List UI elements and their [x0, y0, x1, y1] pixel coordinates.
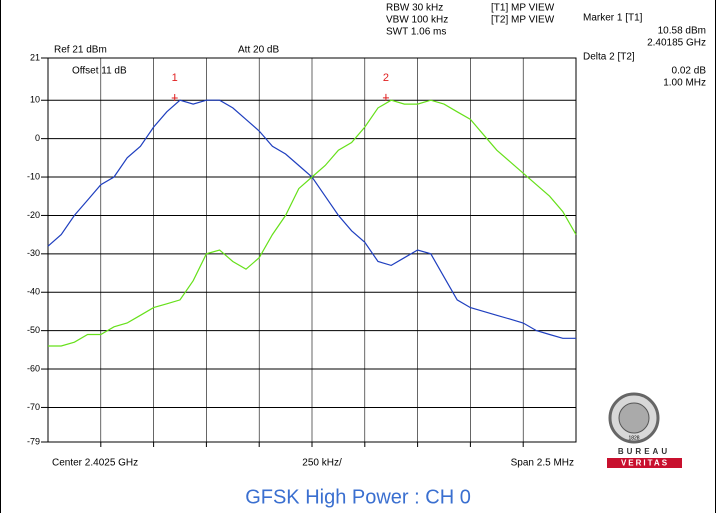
marker — [382, 93, 389, 101]
y-tick-label: -20 — [27, 210, 40, 220]
delta2-freq: 1.00 MHz — [663, 78, 706, 89]
delta2-title: Delta 2 [T2] — [583, 52, 635, 63]
y-tick-label: 0 — [35, 133, 40, 143]
delta2-level: 0.02 dB — [672, 66, 707, 77]
y-tick-label: -60 — [27, 363, 40, 373]
trace1-mode: [T1] MP VIEW — [491, 3, 555, 14]
logo: 1828 BUREAU VERITAS — [607, 392, 682, 468]
y-tick-label: 21 — [30, 52, 40, 62]
vbw: VBW 100 kHz — [386, 15, 448, 26]
caption: GFSK High Power : CH 0 — [245, 486, 471, 508]
span: Span 2.5 MHz — [511, 458, 574, 469]
y-tick-label: -30 — [27, 248, 40, 258]
div-freq: 250 kHz/ — [302, 458, 342, 469]
swt: SWT 1.06 ms — [386, 27, 446, 38]
logo-bottom: VERITAS — [621, 459, 669, 468]
attenuation: Att 20 dB — [238, 45, 279, 56]
marker1-level: 10.58 dBm — [658, 26, 706, 37]
marker — [171, 94, 178, 102]
marker1-title: Marker 1 [T1] — [583, 13, 643, 24]
logo-band — [607, 458, 682, 468]
y-tick-label: 10 — [30, 95, 40, 105]
y-tick-label: -79 — [27, 436, 40, 446]
logo-top: BUREAU — [618, 447, 670, 456]
marker1-freq: 2.40185 GHz — [647, 38, 706, 49]
marker-label: 2 — [383, 72, 389, 84]
rbw: RBW 30 kHz — [386, 3, 443, 14]
center-freq: Center 2.4025 GHz — [52, 458, 138, 469]
y-tick-label: -40 — [27, 287, 40, 297]
trace2-mode: [T2] MP VIEW — [491, 15, 555, 26]
y-tick-label: -10 — [27, 171, 40, 181]
ref-level: Ref 21 dBm — [54, 45, 107, 56]
y-tick-label: -70 — [27, 402, 40, 412]
logo-year: 1828 — [628, 435, 639, 441]
logo-seal-inner — [618, 402, 650, 434]
y-tick-label: -50 — [27, 325, 40, 335]
offset: Offset 11 dB — [72, 66, 127, 77]
trace — [48, 99, 577, 347]
marker-label: 1 — [172, 72, 178, 84]
